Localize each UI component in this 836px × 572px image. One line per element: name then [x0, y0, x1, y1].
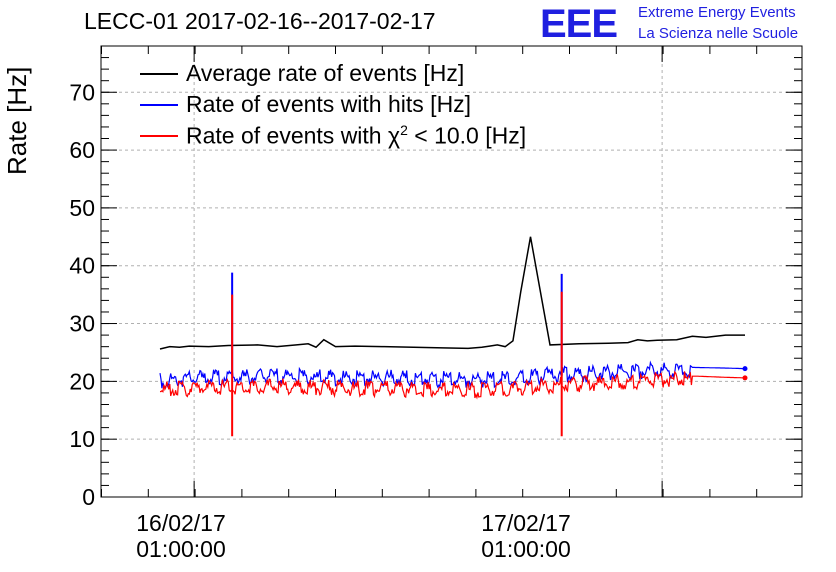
legend-label-chi2-after: < 10.0 [Hz] [407, 122, 527, 149]
y-axis-label: Rate [Hz] [2, 66, 32, 175]
legend-label-chi2-main: Rate of events with χ [186, 122, 401, 149]
x-tick-label-1-date: 16/02/17 [136, 510, 226, 536]
x-tick-label-1-time: 01:00:00 [136, 536, 226, 562]
x-tick-label-2: 17/02/17 01:00:00 [456, 510, 596, 562]
plot-frame [100, 45, 803, 498]
legend-swatch-average [140, 73, 178, 75]
y-tick-label: 60 [69, 137, 95, 163]
y-tick-label: 50 [69, 195, 95, 221]
series-line-average [159, 236, 745, 350]
x-tick-label-2-date: 17/02/17 [481, 510, 571, 536]
legend-label-chi2-sup: 2 [400, 122, 408, 138]
y-tick-label: 10 [69, 426, 95, 452]
x-tick-label-2-time: 01:00:00 [481, 536, 571, 562]
y-tick-label: 20 [69, 368, 95, 394]
series-endpoint [742, 366, 748, 372]
chart-title: LECC-01 2017-02-16--2017-02-17 [84, 8, 436, 34]
eee-logo: EEE [540, 2, 618, 46]
series-line-hits [159, 360, 745, 389]
y-tick-label: 40 [69, 253, 95, 279]
legend-label-average: Average rate of events [Hz] [186, 60, 465, 86]
legend-swatch-hits [140, 104, 178, 106]
legend-label-chi2: Rate of events with χ2 < 10.0 [Hz] [186, 122, 526, 150]
y-tick-label: 30 [69, 311, 95, 337]
y-tick-label: 0 [82, 484, 95, 510]
x-tick-label-1: 16/02/17 01:00:00 [111, 510, 251, 562]
y-tick-label: 70 [69, 79, 95, 105]
legend-label-hits: Rate of events with hits [Hz] [186, 91, 472, 117]
series-line-chi2 [159, 370, 745, 400]
series-endpoint [742, 375, 748, 381]
legend-swatch-chi2 [140, 135, 178, 137]
logo-line-2: La Scienza nelle Scuole [638, 25, 799, 42]
logo-line-1: Extreme Energy Events [638, 4, 796, 21]
